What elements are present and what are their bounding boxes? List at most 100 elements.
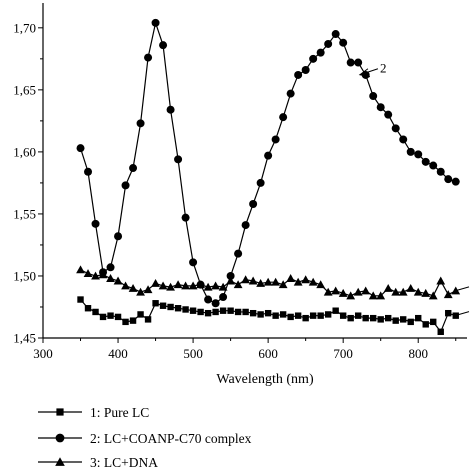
y-tick-label: 1,45 bbox=[13, 331, 36, 346]
legend-marker bbox=[55, 433, 65, 443]
legend-label: 2: LC+COANP-C70 complex bbox=[90, 431, 252, 446]
series-3-point bbox=[361, 286, 371, 295]
series-1-point bbox=[362, 314, 369, 322]
legend-marker bbox=[55, 457, 65, 466]
series-3-point bbox=[376, 291, 386, 300]
annotation-arrowhead bbox=[358, 68, 371, 78]
x-tick-label: 800 bbox=[408, 346, 428, 361]
series-2-point bbox=[219, 293, 228, 302]
y-tick-label: 1,70 bbox=[13, 20, 36, 35]
series-2-point bbox=[354, 58, 363, 67]
series-1-point bbox=[287, 313, 294, 321]
x-tick-label: 400 bbox=[108, 346, 128, 361]
series-2-point bbox=[241, 221, 250, 230]
series-1-point bbox=[122, 318, 129, 326]
series-2-point bbox=[316, 48, 325, 57]
series-3-point bbox=[331, 286, 341, 295]
series-1-point bbox=[84, 305, 92, 312]
legend-entry-3: 3: LC+DNA bbox=[38, 455, 158, 470]
series-3-point bbox=[383, 283, 393, 292]
series-1-point bbox=[182, 306, 189, 313]
series-1-point bbox=[144, 316, 152, 323]
series-2-point bbox=[211, 299, 220, 308]
series-3-point bbox=[346, 291, 356, 300]
series-3-point bbox=[128, 283, 138, 292]
series-2-point bbox=[226, 271, 235, 280]
series-3-point bbox=[391, 287, 401, 296]
series-1-point bbox=[114, 313, 122, 321]
x-tick-label: 500 bbox=[183, 346, 203, 361]
series-1-point bbox=[234, 308, 242, 316]
series-3-point bbox=[196, 280, 205, 289]
series-3-point bbox=[203, 282, 213, 291]
series-1-point bbox=[392, 317, 399, 324]
series-1-point bbox=[174, 305, 182, 312]
series-1-point bbox=[107, 312, 114, 319]
series-2-point bbox=[324, 39, 333, 48]
series-3-point bbox=[323, 287, 333, 296]
series-1-point bbox=[137, 311, 144, 318]
legend-entry-1: 1: Pure LC bbox=[38, 405, 149, 420]
series-3-point bbox=[413, 287, 423, 296]
series-3-point bbox=[188, 281, 198, 290]
series-1-point bbox=[257, 311, 264, 318]
series-3-point bbox=[91, 271, 100, 280]
series-1-point bbox=[212, 308, 219, 316]
series-2-point bbox=[414, 150, 423, 159]
series-3-point bbox=[113, 276, 123, 285]
series-3-point bbox=[428, 291, 438, 300]
series-3 bbox=[76, 265, 461, 300]
legend-entry-2: 2: LC+COANP-C70 complex bbox=[38, 431, 252, 446]
series-3-point bbox=[98, 270, 108, 279]
series-1-point bbox=[189, 307, 197, 314]
series-3-point bbox=[436, 276, 446, 285]
series-3-point bbox=[151, 279, 160, 287]
x-tick-label: 300 bbox=[33, 346, 53, 361]
plot-area: 2 bbox=[76, 18, 470, 335]
series-3-point bbox=[136, 287, 145, 296]
series-2-point bbox=[249, 200, 258, 208]
series-3-point bbox=[286, 274, 296, 282]
series-3-point bbox=[106, 274, 115, 282]
series-3-point bbox=[421, 288, 431, 297]
series-3-point bbox=[353, 287, 363, 296]
series-2-point bbox=[174, 155, 183, 164]
series-1-point bbox=[339, 312, 347, 319]
series-2-point bbox=[166, 105, 175, 114]
series-2-point bbox=[444, 175, 453, 184]
x-tick-label: 700 bbox=[333, 346, 353, 361]
series-2-point bbox=[189, 258, 198, 267]
series-1-point bbox=[437, 328, 444, 335]
series-2-point bbox=[181, 213, 190, 222]
series-1-point bbox=[219, 307, 227, 314]
series-3-point bbox=[316, 280, 326, 289]
series-1-point bbox=[377, 316, 384, 323]
series-1-point bbox=[167, 303, 174, 311]
series-3-point bbox=[166, 282, 175, 291]
series-3-point bbox=[256, 279, 266, 287]
annotation-label: 2 bbox=[380, 61, 387, 76]
series-3-point bbox=[211, 281, 221, 290]
series-2-point bbox=[429, 161, 438, 170]
y-tick-label: 1,60 bbox=[13, 144, 36, 159]
series-3-point bbox=[76, 265, 85, 274]
edge-arrow bbox=[454, 311, 470, 317]
series-3-point bbox=[248, 276, 258, 285]
series-3-point bbox=[218, 282, 228, 291]
series-2-point bbox=[151, 18, 160, 27]
series-2-point bbox=[271, 135, 280, 144]
series-2-line bbox=[79, 20, 456, 304]
series-2 bbox=[76, 18, 460, 308]
series-1-point bbox=[294, 312, 302, 319]
series-2-point bbox=[331, 30, 340, 39]
series-1-point bbox=[264, 309, 272, 317]
series-3-point bbox=[143, 285, 153, 294]
x-axis-title: Wavelength (nm) bbox=[216, 372, 314, 387]
series-2-point bbox=[436, 167, 445, 176]
series-1-point bbox=[77, 296, 84, 303]
series-1-point bbox=[445, 309, 452, 317]
series-1 bbox=[77, 296, 459, 335]
series-1-point bbox=[159, 302, 167, 309]
series-1-point bbox=[347, 314, 354, 322]
